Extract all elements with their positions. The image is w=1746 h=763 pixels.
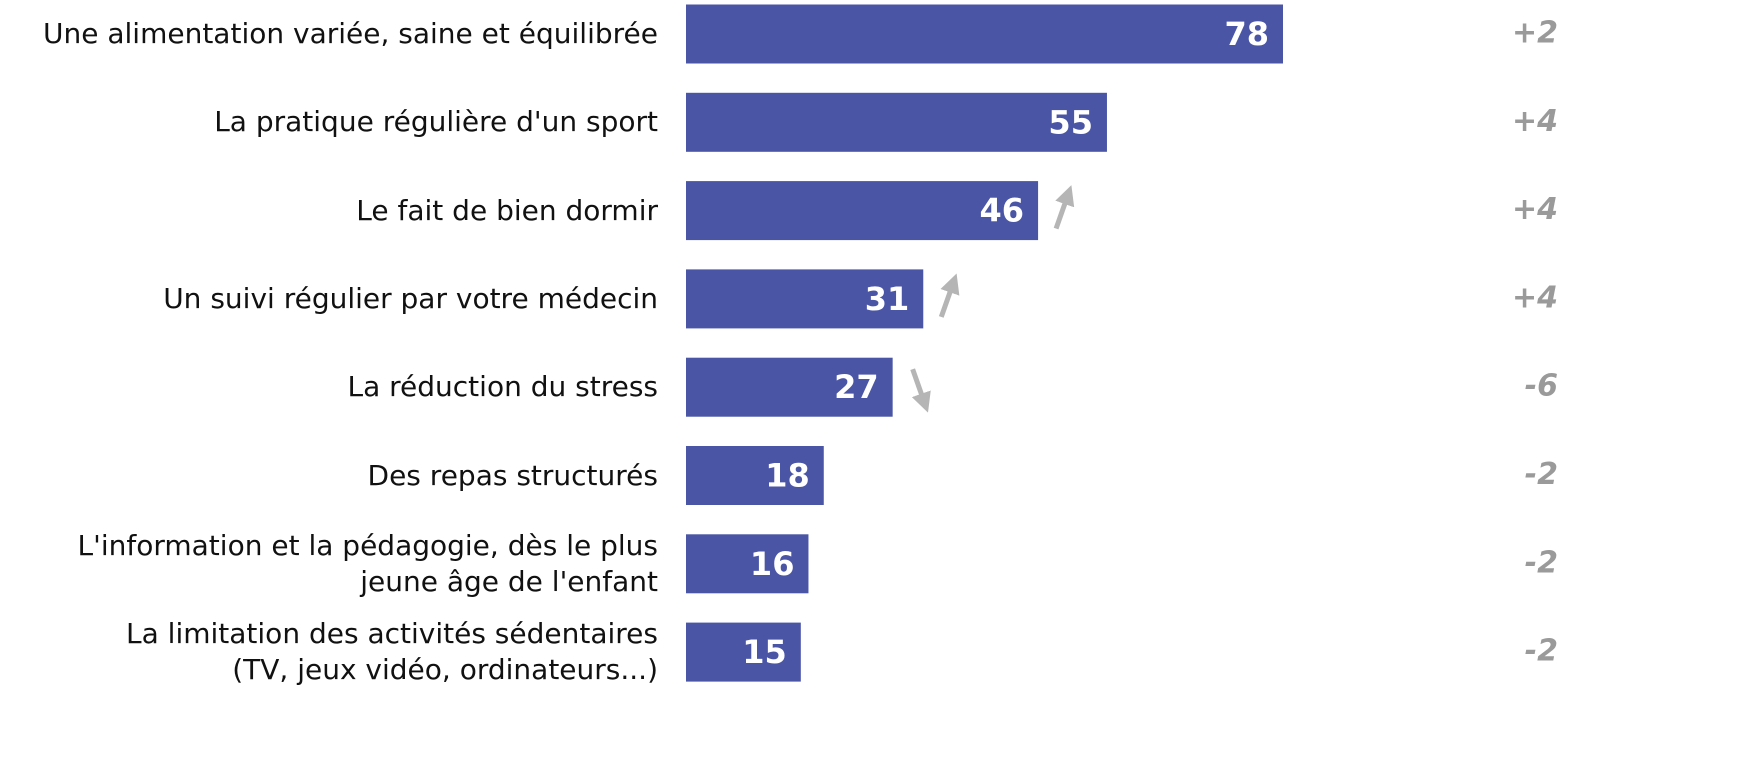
value-label: 31	[865, 280, 910, 318]
category-label: Un suivi régulier par votre médecin	[163, 281, 658, 315]
bar	[686, 181, 1039, 241]
category-label: Des repas structurés	[367, 458, 658, 492]
category-label: La limitation des activités sédentaires …	[126, 617, 658, 687]
change-label: -2	[1525, 634, 1558, 669]
value-label: 16	[750, 545, 795, 583]
change-label: +4	[1512, 192, 1558, 227]
change-label: -2	[1525, 545, 1558, 580]
trend-arrow	[910, 368, 931, 413]
bar	[686, 446, 824, 505]
change-label: -6	[1525, 369, 1558, 404]
change-label: +2	[1512, 16, 1558, 51]
change-label: -2	[1525, 457, 1558, 492]
trend-arrow	[938, 273, 960, 318]
value-label: 55	[1048, 103, 1093, 141]
category-label: L'information et la pédagogie, dès le pl…	[77, 528, 658, 598]
value-label: 46	[980, 192, 1025, 230]
value-label: 15	[742, 633, 787, 671]
category-label: Une alimentation variée, saine et équili…	[43, 17, 658, 50]
bar	[686, 534, 809, 594]
value-label: 18	[765, 457, 810, 495]
change-label: +4	[1512, 104, 1558, 139]
bar	[686, 4, 1283, 64]
bar	[686, 92, 1107, 152]
value-label: 27	[834, 368, 879, 406]
value-label: 78	[1224, 15, 1269, 53]
category-label: Le fait de bien dormir	[356, 193, 658, 227]
category-label: La pratique régulière d'un sport	[214, 105, 658, 139]
bar	[686, 622, 801, 682]
category-label: La réduction du stress	[347, 370, 658, 404]
trend-arrow	[1053, 185, 1075, 230]
bar	[686, 269, 924, 329]
bar	[686, 357, 893, 417]
change-label: +4	[1512, 280, 1558, 315]
